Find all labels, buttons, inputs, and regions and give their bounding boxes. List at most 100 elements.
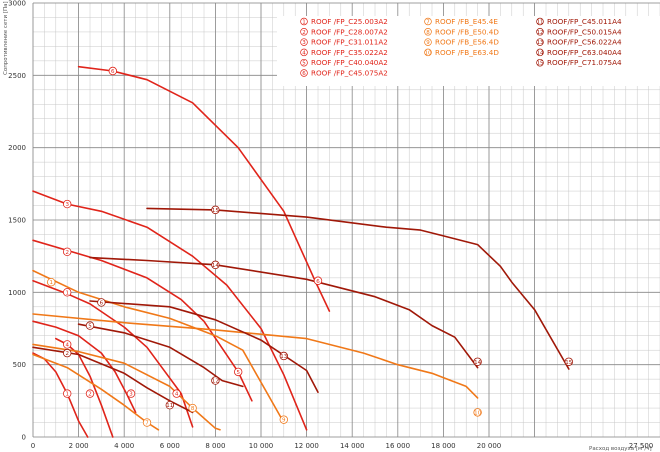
legend-marker-number: 15 [537, 61, 544, 67]
curve-marker: 15 [564, 357, 573, 366]
curve-marker: 2 [62, 247, 72, 257]
x-axis-label: Расход воздуха [м³/ч] [589, 445, 652, 452]
curve-marker: 11 [165, 400, 174, 410]
series-line [89, 256, 479, 369]
curve-marker: 1 [62, 288, 72, 297]
curve-marker-number: 3 [65, 202, 69, 208]
curve-marker-number: 3 [129, 392, 133, 398]
legend-marker-number: 1 [302, 20, 306, 26]
legend-marker-circle [424, 17, 432, 26]
legend-entry: 15 ROOF/FP_C71.075A4 [536, 58, 622, 67]
curve-marker: 9 [279, 415, 288, 424]
curve-marker-circle [279, 415, 288, 424]
x-tick-label: 0 [31, 442, 35, 450]
curve-marker: 14 [211, 260, 220, 270]
curve-marker-number: 5 [236, 370, 240, 376]
legend-marker-circle [424, 38, 432, 46]
series-line [32, 239, 253, 402]
curve-marker-number: 1 [65, 392, 69, 398]
y-tick-label: 2500 [8, 72, 26, 80]
legend-marker-number: 2 [302, 30, 306, 36]
curve-marker: 10 [473, 408, 482, 417]
series-line [32, 320, 137, 414]
legend-marker-number: 7 [426, 20, 430, 26]
legend-entry: 5 ROOF /FP_C40.040A2 [300, 58, 388, 67]
curve-marker-circle [142, 418, 152, 427]
curve-marker: 12 [211, 376, 220, 385]
curve-marker-number: 6 [100, 300, 104, 306]
curve-marker-number: 13 [280, 354, 287, 360]
curve-marker: 4 [172, 389, 181, 398]
legend-marker-circle [536, 48, 544, 57]
curve-marker: 4 [62, 340, 72, 349]
curve-marker-number: 9 [282, 418, 286, 424]
legend-marker-circle [300, 48, 308, 57]
legend-label: ROOF/FP_C71.075A4 [547, 58, 622, 67]
curve-marker-number: 8 [191, 406, 195, 412]
curve-marker-number: 7 [145, 421, 149, 427]
series-line [146, 207, 570, 370]
legend-marker-circle [536, 58, 544, 67]
curve-marker: 1 [62, 389, 72, 398]
legend-marker-number: 3 [302, 40, 306, 46]
legend-label: ROOF/FP_C63.040A4 [547, 48, 622, 57]
legend-entry: 7 ROOF /FB_E45.4E [424, 17, 498, 26]
curve-marker-number: 14 [212, 263, 219, 269]
legend-label: ROOF /FB_E50.4D [435, 27, 499, 36]
legend-entry: 3 ROOF /FP_C31.011A2 [300, 38, 388, 47]
legend-marker-number: 11 [537, 20, 544, 26]
y-tick-label: 500 [13, 361, 26, 369]
legend-label: ROOF /FP_C40.040A2 [311, 58, 388, 67]
legend-label: ROOF /FP_C31.011A2 [311, 38, 388, 47]
y-axis-label: Сопротивление сети [Па] [3, 1, 9, 75]
curve-marker-number: 2 [88, 392, 92, 398]
curve-marker: 5 [233, 367, 243, 377]
curve-marker-circle [233, 367, 243, 377]
legend-marker-number: 13 [537, 40, 544, 46]
legend-marker-number: 6 [302, 71, 306, 77]
series-line [77, 323, 244, 388]
curve-marker-circle [97, 298, 106, 307]
legend-marker-circle [536, 28, 544, 36]
legend-label: ROOF /FB_E56.4D [435, 38, 499, 47]
y-tick-label: 0 [22, 434, 26, 442]
legend-entry: 2 ROOF /FP_C28.007A2 [300, 27, 388, 36]
legend-marker-number: 5 [302, 61, 306, 67]
curve-marker-circle [62, 247, 72, 257]
curve-marker-number: 10 [474, 410, 481, 416]
curve-marker-number: 4 [175, 392, 179, 398]
curve-marker-circle [172, 389, 181, 398]
curve-marker-circle [473, 357, 482, 366]
curve-marker-number: 14 [474, 360, 481, 366]
curve-marker-circle [62, 199, 72, 209]
legend-marker-circle [300, 38, 308, 46]
curve-marker-circle [62, 348, 72, 358]
curve-marker-circle [62, 340, 72, 349]
legend-entry: 12 ROOF/FP_C50.015A4 [536, 27, 622, 36]
series-line [32, 313, 479, 399]
y-tick-label: 1000 [8, 289, 26, 297]
legend-marker-circle [536, 38, 544, 46]
legend-entry: 14 ROOF/FP_C63.040A4 [536, 48, 622, 57]
curve-marker-circle [211, 205, 220, 215]
curve-marker-number: 1 [65, 290, 69, 296]
curve-marker-circle [564, 357, 573, 366]
x-tick-label: 18 000 [431, 442, 456, 450]
legend-entry: 1 ROOF /FP_C25.003A2 [300, 17, 388, 26]
curve-marker: 3 [62, 199, 72, 209]
legend-marker-number: 12 [537, 30, 544, 36]
legend-marker-number: 4 [302, 50, 306, 56]
x-tick-label: 2 000 [69, 442, 89, 450]
curve-marker-circle [188, 403, 197, 413]
legend-label: ROOF /FB_E63.4D [435, 48, 499, 57]
curve-marker: 2 [62, 348, 72, 358]
curve-marker-number: 15 [212, 208, 219, 214]
curve-marker-circle [313, 276, 323, 285]
curve-marker: 5 [85, 321, 95, 330]
legend-marker-number: 10 [425, 50, 432, 56]
curve-marker-number: 6 [316, 279, 320, 285]
legend-label: ROOF /FP_C25.003A2 [311, 17, 388, 26]
x-tick-label: 14 000 [340, 442, 365, 450]
curve-marker-circle [62, 389, 72, 398]
